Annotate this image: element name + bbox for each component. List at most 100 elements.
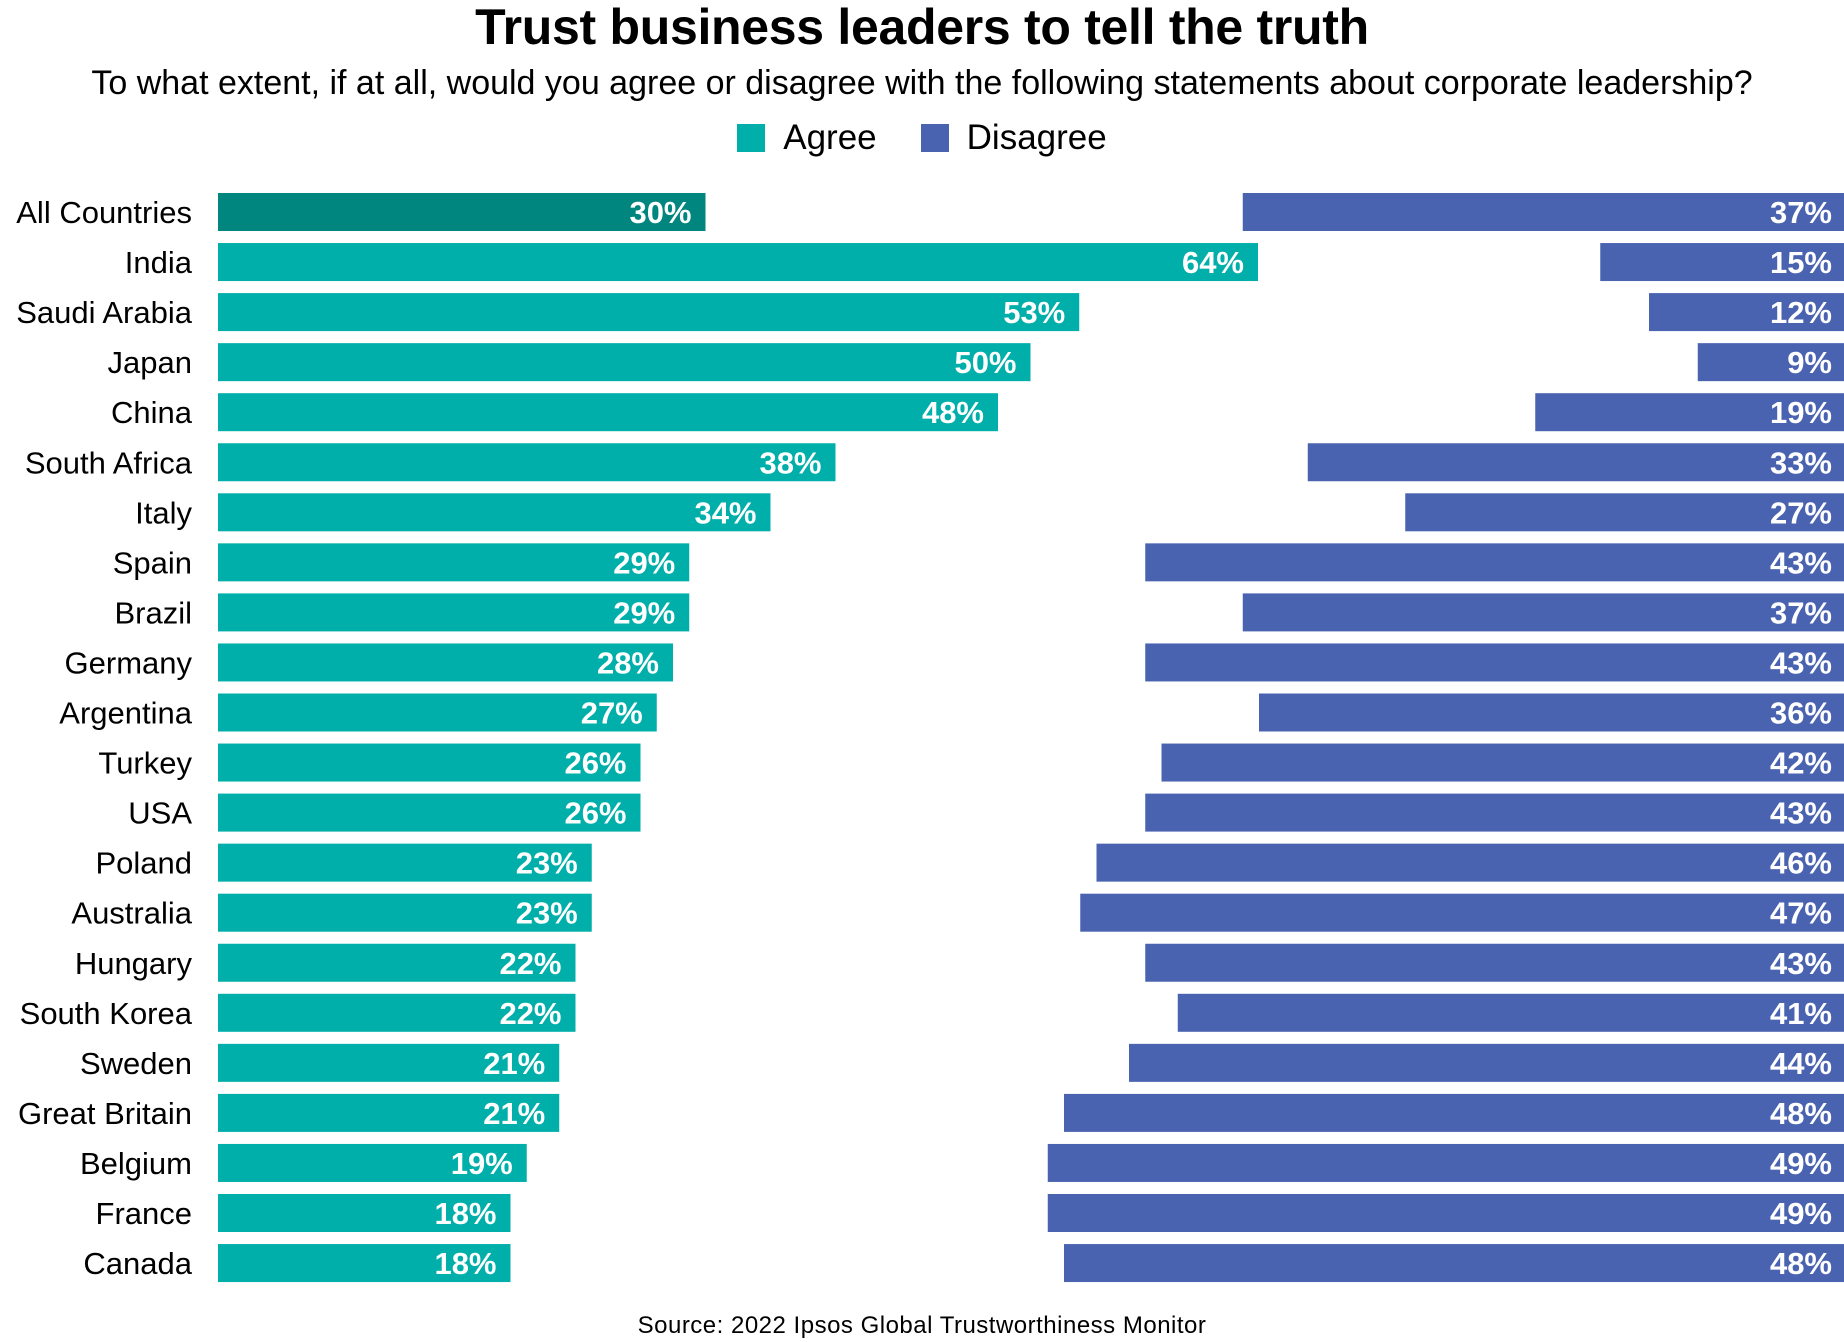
legend-item-disagree: Disagree [920,118,1107,158]
data-label-agree-france: 18% [434,1196,496,1231]
bar-disagree-turkey [1161,743,1844,782]
legend-swatch-disagree [920,124,949,152]
category-label-sweden: Sweden [80,1046,192,1081]
chart-subtitle: To what extent, if at all, would you agr… [91,64,1753,102]
bar-disagree-south-africa [1307,443,1844,482]
bar-agree-all-countries [218,193,706,231]
data-label-disagree-germany: 43% [1770,645,1832,680]
category-label-spain: Spain [113,545,192,580]
category-label-saudi-arabia: Saudi Arabia [16,295,193,330]
bar-disagree-brazil [1242,593,1844,632]
data-label-disagree-south-korea: 41% [1770,996,1832,1031]
data-label-disagree-belgium: 49% [1770,1146,1832,1181]
data-label-disagree-france: 49% [1770,1196,1832,1231]
category-label-argentina: Argentina [59,696,192,731]
bar-agree-usa [218,793,641,832]
category-label-japan: Japan [108,345,192,380]
bar-disagree-australia [1080,893,1844,932]
data-label-disagree-hungary: 43% [1770,946,1832,981]
bar-agree-hungary [218,943,576,982]
data-label-disagree-saudi-arabia: 12% [1770,295,1832,330]
bar-agree-spain [218,543,690,582]
bar-agree-brazil [218,593,690,632]
category-label-india: India [125,245,193,280]
category-label-great-britain: Great Britain [18,1096,192,1131]
data-label-agree-canada: 18% [434,1246,496,1281]
bar-agree-south-africa [218,443,836,482]
data-label-agree-china: 48% [922,395,984,430]
data-label-agree-argentina: 27% [581,696,643,731]
data-label-disagree-japan: 9% [1787,345,1832,380]
data-label-disagree-india: 15% [1770,245,1832,280]
data-label-disagree-italy: 27% [1770,495,1832,530]
category-label-belgium: Belgium [80,1146,192,1181]
data-label-disagree-all-countries: 37% [1770,195,1832,230]
data-label-agree-sweden: 21% [483,1046,545,1081]
data-label-disagree-sweden: 44% [1770,1046,1832,1081]
data-label-agree-brazil: 29% [613,595,675,630]
bar-disagree-japan [1697,343,1844,382]
bar-disagree-spain [1145,543,1844,582]
legend-item-agree: Agree [737,118,877,158]
bar-disagree-usa [1145,793,1844,832]
bar-agree-sweden [218,1043,560,1082]
category-label-italy: Italy [135,495,192,530]
bar-agree-japan [218,343,1031,382]
bar-agree-belgium [218,1143,527,1182]
bar-agree-france [218,1194,511,1232]
data-label-agree-saudi-arabia: 53% [1003,295,1065,330]
data-label-agree-italy: 34% [694,495,756,530]
bar-agree-great-britain [218,1093,560,1132]
data-label-agree-australia: 23% [516,896,578,931]
bar-disagree-india [1600,243,1844,282]
data-label-agree-japan: 50% [954,345,1016,380]
category-label-france: France [96,1196,192,1231]
legend: Agree Disagree [0,114,1844,162]
bar-agree-turkey [218,743,641,782]
bar-agree-argentina [218,693,657,732]
category-label-hungary: Hungary [75,946,193,981]
bar-agree-china [218,393,998,432]
bar-agree-australia [218,893,592,932]
data-label-agree-germany: 28% [597,645,659,680]
bar-disagree-sweden [1129,1043,1844,1082]
data-label-agree-belgium: 19% [451,1146,513,1181]
data-label-disagree-canada: 48% [1770,1246,1832,1281]
legend-label-disagree: Disagree [966,118,1107,157]
category-label-china: China [111,395,193,430]
chart-title: Trust business leaders to tell the truth [475,0,1369,55]
data-label-disagree-brazil: 37% [1770,595,1832,630]
data-label-agree-india: 64% [1182,245,1244,280]
data-label-agree-poland: 23% [516,846,578,881]
bar-agree-india [218,243,1258,282]
bar-disagree-italy [1405,493,1844,532]
bar-agree-poland [218,843,592,882]
data-label-disagree-australia: 47% [1770,896,1832,931]
bar-disagree-belgium [1047,1143,1844,1182]
data-label-disagree-poland: 46% [1770,846,1832,881]
category-label-turkey: Turkey [98,746,192,781]
data-label-agree-great-britain: 21% [483,1096,545,1131]
category-label-usa: USA [128,796,192,831]
legend-swatch-agree [737,124,766,152]
data-label-disagree-china: 19% [1770,395,1832,430]
data-label-agree-all-countries: 30% [629,195,691,230]
legend-label-agree: Agree [783,118,877,157]
data-label-disagree-great-britain: 48% [1770,1096,1832,1131]
data-label-disagree-turkey: 42% [1770,746,1832,781]
data-label-disagree-south-africa: 33% [1770,445,1832,480]
category-label-south-korea: South Korea [20,996,193,1031]
data-label-agree-south-korea: 22% [499,996,561,1031]
bar-agree-germany [218,643,673,682]
category-label-all-countries: All Countries [16,195,192,230]
category-label-canada: Canada [83,1246,192,1281]
bar-disagree-germany [1145,643,1844,682]
category-label-poland: Poland [95,846,192,881]
data-label-disagree-spain: 43% [1770,545,1832,580]
category-label-australia: Australia [71,896,192,931]
source-note: Source: 2022 Ipsos Global Trustworthines… [637,1312,1207,1339]
bar-disagree-south-korea [1177,993,1844,1032]
data-label-agree-turkey: 26% [564,746,626,781]
bar-disagree-great-britain [1064,1093,1844,1132]
